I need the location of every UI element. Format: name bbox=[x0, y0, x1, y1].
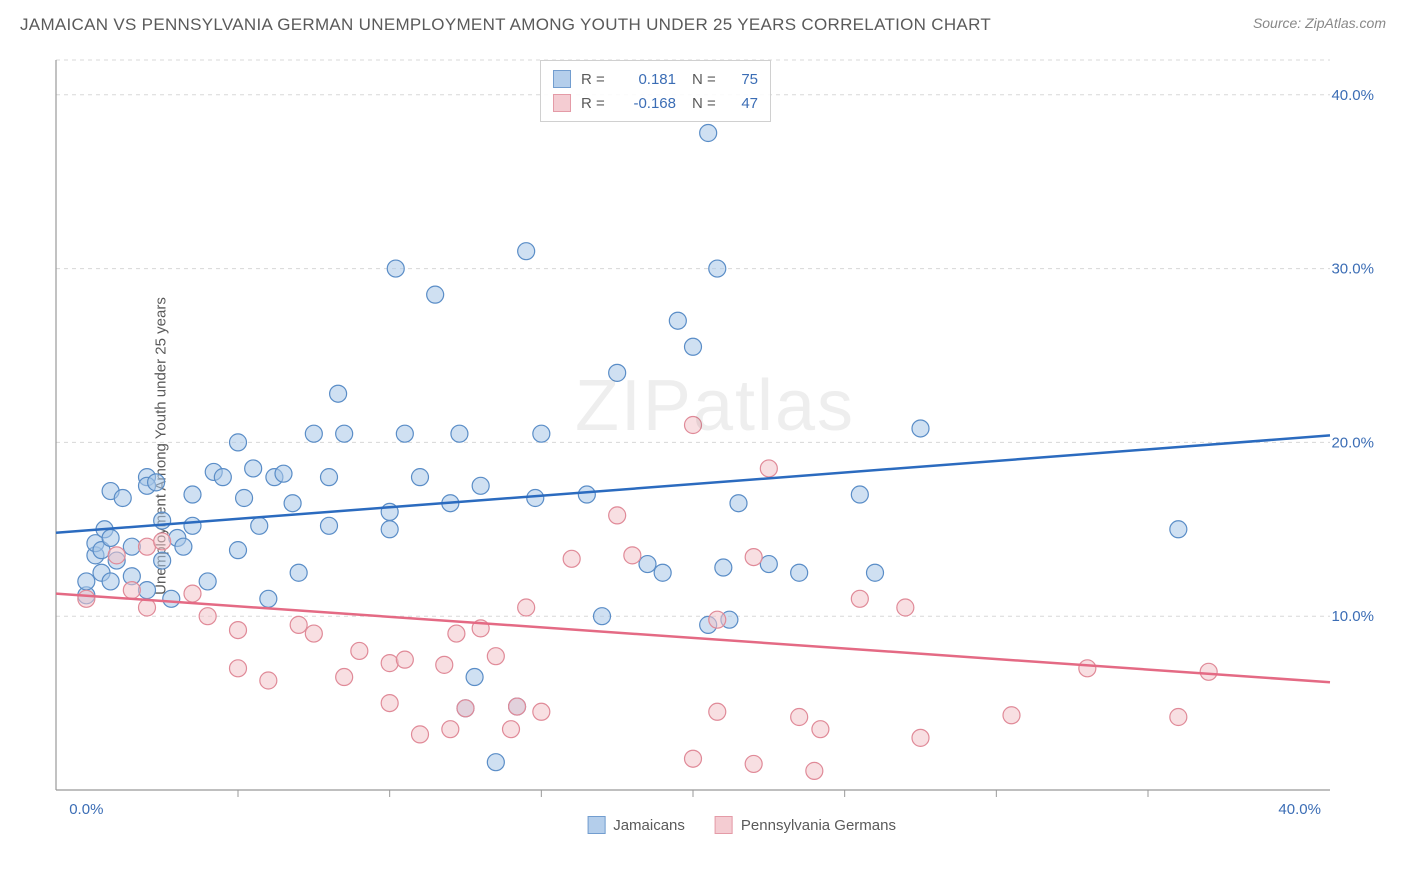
svg-text:10.0%: 10.0% bbox=[1331, 608, 1374, 625]
legend-item-penn-germans: Pennsylvania Germans bbox=[715, 816, 896, 834]
legend-r-label: R = bbox=[581, 95, 611, 112]
legend-n-label: N = bbox=[692, 71, 722, 88]
series-legend: Jamaicans Pennsylvania Germans bbox=[587, 816, 896, 834]
legend-swatch-icon bbox=[587, 816, 605, 834]
legend-swatch-icon bbox=[715, 816, 733, 834]
correlation-legend: R = 0.181 N = 75 R = -0.168 N = 47 bbox=[540, 60, 771, 122]
source-label: Source: ZipAtlas.com bbox=[1253, 15, 1386, 31]
svg-text:0.0%: 0.0% bbox=[69, 801, 103, 818]
chart-title: JAMAICAN VS PENNSYLVANIA GERMAN UNEMPLOY… bbox=[20, 15, 991, 35]
legend-item-jamaicans: Jamaicans bbox=[587, 816, 685, 834]
legend-row-jamaicans: R = 0.181 N = 75 bbox=[553, 67, 758, 91]
legend-swatch-icon bbox=[553, 94, 571, 112]
svg-text:40.0%: 40.0% bbox=[1331, 87, 1374, 104]
svg-text:40.0%: 40.0% bbox=[1278, 801, 1321, 818]
scatter-svg: 10.0% 20.0% 30.0% 40.0% 0.0% 40.0% bbox=[50, 50, 1380, 840]
legend-row-penn-germans: R = -0.168 N = 47 bbox=[553, 91, 758, 115]
chart-container: JAMAICAN VS PENNSYLVANIA GERMAN UNEMPLOY… bbox=[0, 0, 1406, 892]
legend-n-value: 75 bbox=[732, 71, 758, 88]
legend-swatch-icon bbox=[553, 70, 571, 88]
legend-item-label: Jamaicans bbox=[613, 817, 685, 834]
svg-text:30.0%: 30.0% bbox=[1331, 261, 1374, 278]
legend-n-label: N = bbox=[692, 95, 722, 112]
plot-area: 10.0% 20.0% 30.0% 40.0% 0.0% 40.0% R = 0.181 … bbox=[50, 50, 1380, 840]
svg-text:20.0%: 20.0% bbox=[1331, 434, 1374, 451]
legend-item-label: Pennsylvania Germans bbox=[741, 817, 896, 834]
legend-r-value: 0.181 bbox=[621, 71, 676, 88]
legend-r-value: -0.168 bbox=[621, 95, 676, 112]
legend-n-value: 47 bbox=[732, 95, 758, 112]
legend-r-label: R = bbox=[581, 71, 611, 88]
